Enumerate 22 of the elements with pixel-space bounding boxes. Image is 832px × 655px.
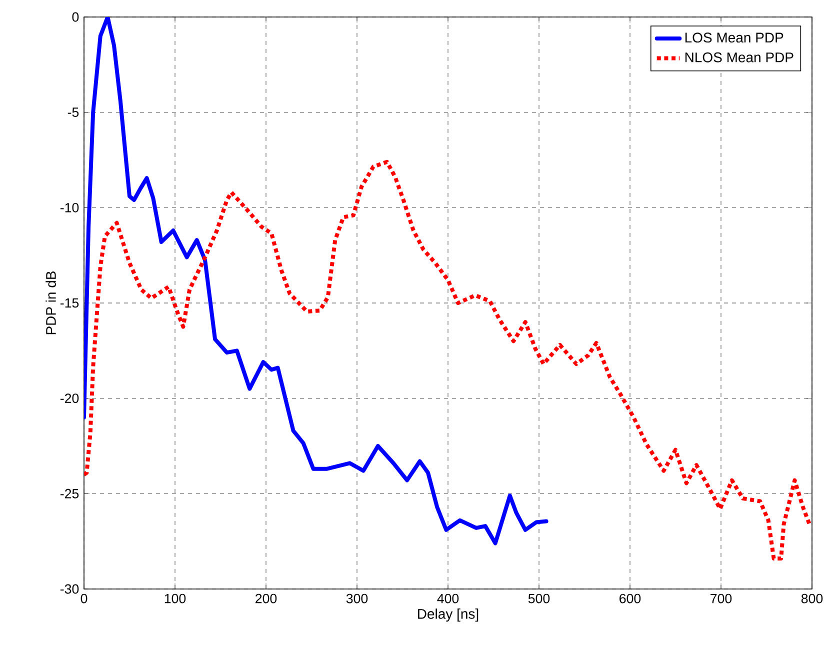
x-tick-label: 800: [801, 594, 823, 604]
y-tick-label: -10: [60, 202, 79, 212]
x-axis-title: Delay [ns]: [418, 608, 478, 622]
y-tick-label: 0: [72, 12, 79, 22]
line-series: [84, 16, 548, 546]
x-tick-label: 700: [710, 594, 732, 604]
x-tick-label: 300: [346, 594, 368, 604]
y-tick-label: -15: [60, 298, 79, 308]
line-series: [84, 160, 812, 560]
x-tick-label: 100: [164, 594, 186, 604]
legend-label: NLOS Mean PDP: [685, 52, 794, 62]
y-tick-label: -25: [60, 488, 79, 498]
y-tick-label: -20: [60, 394, 79, 404]
x-tick-label: 400: [437, 594, 459, 604]
x-tick-label: 200: [256, 594, 277, 604]
legend-label: LOS Mean PDP: [685, 32, 784, 43]
x-tick-label: 600: [620, 594, 641, 604]
x-tick-label: 0: [80, 594, 88, 604]
y-tick-label: -5: [68, 108, 79, 117]
y-axis-title: PDP in dB: [46, 271, 56, 334]
y-tick-label: -30: [60, 584, 79, 594]
x-tick-label: 500: [528, 594, 550, 604]
